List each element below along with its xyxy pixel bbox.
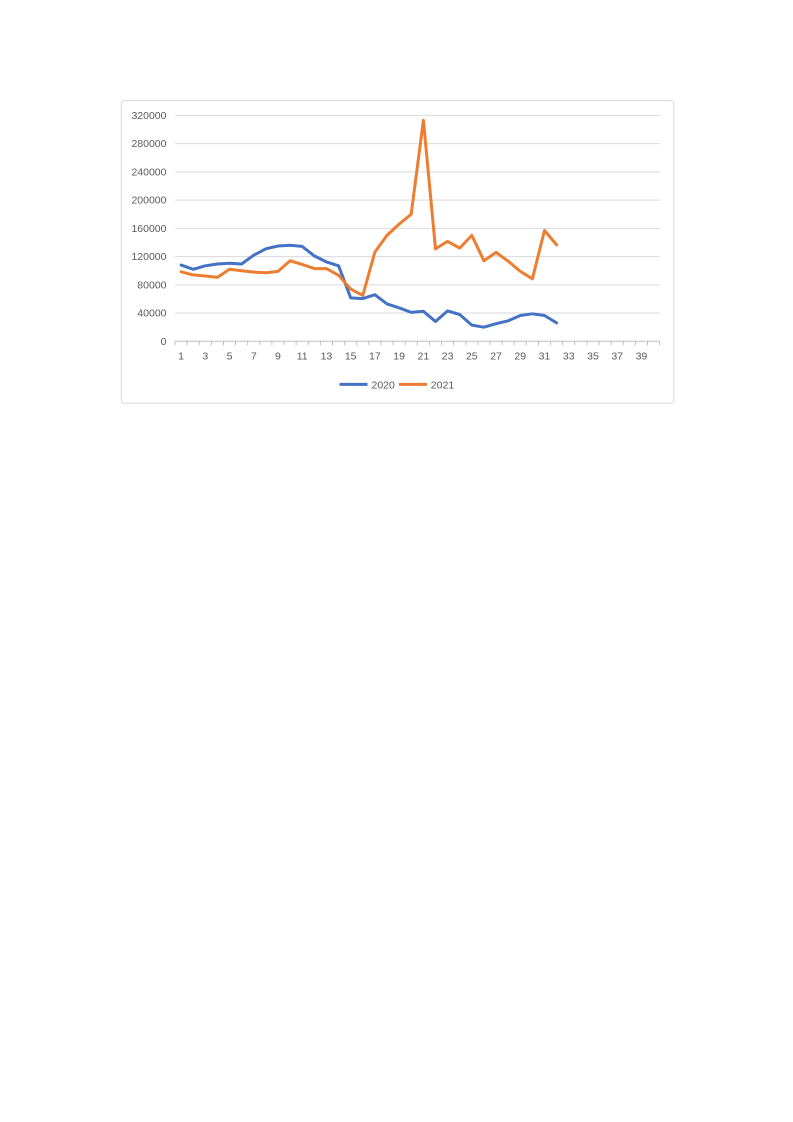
svg-text:1: 1 (178, 351, 184, 363)
svg-text:280000: 280000 (131, 138, 166, 150)
svg-text:3: 3 (202, 351, 208, 363)
svg-text:27: 27 (490, 351, 502, 363)
svg-text:37: 37 (611, 351, 623, 363)
svg-text:320000: 320000 (131, 110, 166, 122)
svg-text:15: 15 (345, 351, 357, 363)
svg-text:21: 21 (418, 351, 430, 363)
svg-text:39: 39 (636, 351, 648, 363)
svg-text:120000: 120000 (131, 251, 166, 263)
svg-text:35: 35 (587, 351, 599, 363)
svg-text:17: 17 (369, 351, 381, 363)
svg-text:25: 25 (466, 351, 478, 363)
svg-text:0: 0 (161, 336, 167, 348)
svg-text:2021: 2021 (431, 379, 455, 391)
svg-text:160000: 160000 (131, 223, 166, 235)
svg-text:13: 13 (321, 351, 333, 363)
svg-text:19: 19 (393, 351, 405, 363)
svg-text:240000: 240000 (131, 167, 166, 179)
svg-text:200000: 200000 (131, 195, 166, 207)
svg-text:40000: 40000 (137, 308, 166, 320)
svg-text:33: 33 (563, 351, 575, 363)
svg-text:9: 9 (275, 351, 281, 363)
svg-text:29: 29 (514, 351, 526, 363)
svg-text:7: 7 (251, 351, 257, 363)
svg-text:11: 11 (297, 351, 308, 363)
svg-text:31: 31 (539, 351, 551, 363)
svg-text:2020: 2020 (372, 379, 396, 391)
svg-text:80000: 80000 (137, 279, 166, 291)
svg-text:23: 23 (442, 351, 454, 363)
svg-text:5: 5 (227, 351, 233, 363)
